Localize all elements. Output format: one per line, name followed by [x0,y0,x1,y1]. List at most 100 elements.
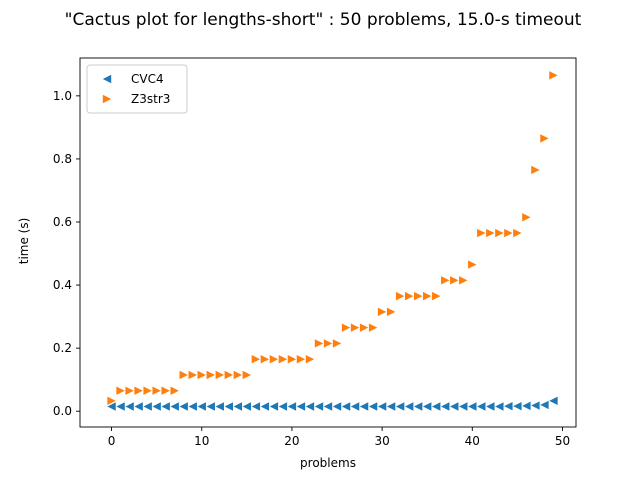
y-tick-label: 1.0 [53,89,72,103]
data-point [260,354,270,364]
data-point [215,402,224,411]
data-point [459,276,468,285]
legend-marker [102,94,112,104]
data-point [432,402,441,411]
data-point [522,213,531,222]
x-tick-label: 20 [284,434,299,448]
data-point [468,402,477,411]
data-point [197,402,206,411]
data-point [395,402,405,411]
data-point [233,402,243,411]
data-point [125,402,134,411]
data-point [432,291,441,301]
data-point [441,276,450,285]
y-axis-label: time (s) [17,218,31,265]
data-point [359,323,369,332]
data-point [323,339,333,348]
data-point [197,370,206,380]
data-point [468,260,477,269]
data-point [314,339,324,348]
data-point [287,402,297,411]
x-tick-label: 10 [194,434,209,448]
data-point [170,402,179,411]
data-point [359,402,369,411]
data-point [287,354,297,364]
data-point [242,370,252,380]
data-point [242,402,252,411]
x-tick-label: 0 [108,434,116,448]
data-point [278,354,288,364]
data-point [305,354,315,364]
data-point [522,401,531,411]
x-tick-label: 40 [465,434,480,448]
data-point [477,402,486,411]
data-point [531,401,540,410]
legend-marker [102,74,112,84]
data-point [206,370,215,380]
data-point [296,402,306,411]
y-tick-label: 0.0 [53,404,72,418]
data-point [513,228,522,238]
data-point [423,291,432,301]
x-axis: 0 10 20 30 40 50 [108,427,570,448]
data-point [413,402,423,411]
data-point [495,402,504,411]
chart-title: "Cactus plot for lengths-short" : 50 pro… [65,10,582,30]
data-point [341,323,351,332]
plot-area [79,57,577,428]
data-point [549,71,558,80]
data-point [179,370,188,380]
data-point [459,402,468,411]
data-point [188,402,197,411]
data-point [116,402,125,411]
legend-label: Z3str3 [131,92,170,106]
data-point [224,402,233,411]
y-tick-label: 0.4 [53,278,72,292]
data-point [278,402,288,411]
data-point [134,402,143,411]
data-point [504,228,513,238]
data-point [251,402,261,411]
data-point [116,386,125,395]
series-z3str3 [107,71,558,406]
data-point [224,370,233,380]
plot-frame [79,57,577,428]
data-point [161,402,170,411]
data-point [233,370,243,380]
data-point [450,402,459,411]
data-point [350,402,360,411]
data-point [134,386,143,395]
data-point [423,402,432,411]
legend-label: CVC4 [131,72,164,86]
data-point [404,291,414,301]
y-tick-label: 0.8 [53,152,72,166]
data-point [107,396,116,406]
data-point [143,386,152,395]
data-point [170,386,179,395]
data-point [296,354,306,364]
data-point [404,402,414,411]
data-point [143,402,152,411]
data-point [486,402,495,411]
data-point [107,402,116,411]
y-tick-label: 0.2 [53,341,72,355]
data-point [377,307,387,317]
data-point [386,402,396,411]
data-point [368,323,378,332]
x-tick-label: 30 [374,434,389,448]
data-point [125,386,134,395]
data-point [531,165,540,175]
data-point [368,402,378,411]
data-point [152,402,161,411]
legend: CVC4 Z3str3 [86,64,188,114]
data-point [413,291,423,301]
data-point [323,402,333,411]
data-point [161,386,170,395]
data-point [486,228,495,238]
data-point [305,402,315,411]
data-point [215,370,224,380]
data-point [395,291,405,301]
x-axis-label: problems [300,456,356,470]
data-point [341,402,351,411]
